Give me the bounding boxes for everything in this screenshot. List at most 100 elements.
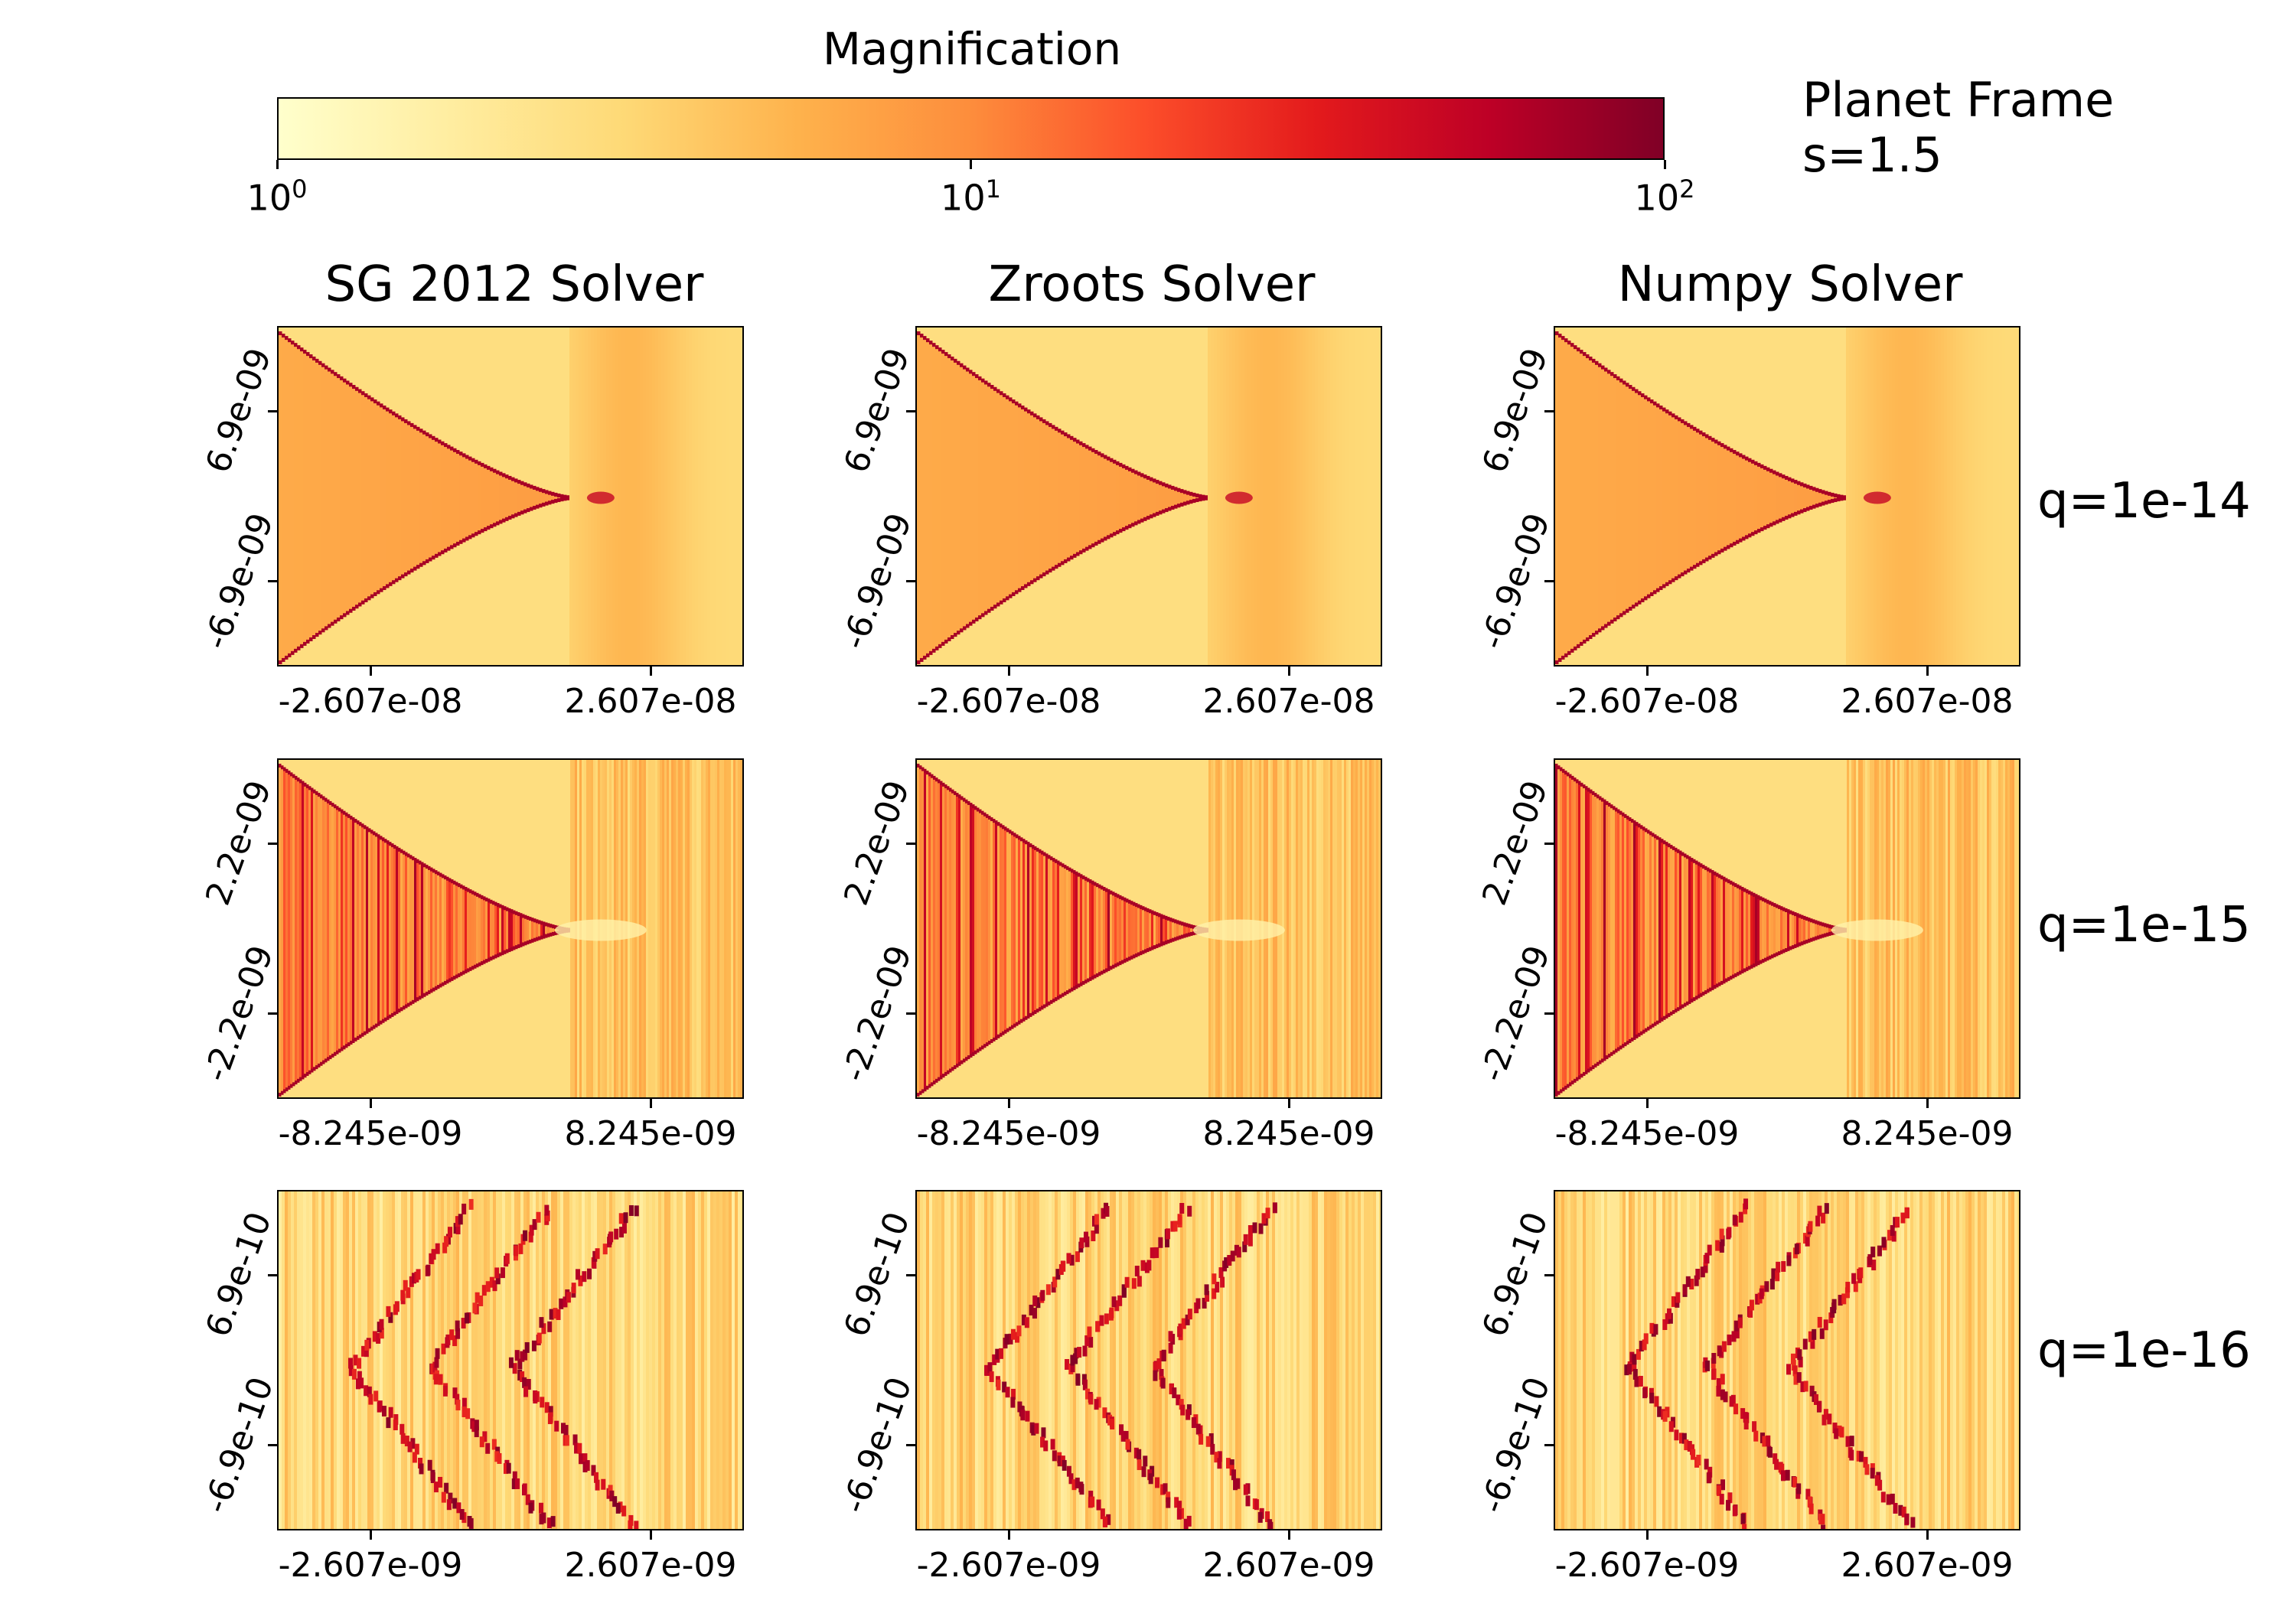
heat-column xyxy=(933,775,936,1085)
caustic-edge xyxy=(413,425,417,429)
heat-column xyxy=(1965,1191,1969,1529)
heat-column xyxy=(1171,485,1175,510)
caustic-edge xyxy=(1105,968,1108,973)
caustic-edge xyxy=(1058,562,1062,567)
caustic-edge xyxy=(1799,942,1802,947)
x-tick-mark xyxy=(1645,1530,1649,1540)
heat-column xyxy=(924,768,927,1092)
heat-column xyxy=(1284,1191,1288,1529)
caustic-edge xyxy=(1769,955,1772,960)
caustic-dot xyxy=(433,1374,439,1385)
heat-column xyxy=(1776,471,1779,524)
heat-column xyxy=(1569,774,1572,1087)
caustic-edge xyxy=(1773,521,1776,526)
caustic-edge xyxy=(1027,1014,1030,1019)
heat-column xyxy=(1803,915,1806,945)
caustic-edge xyxy=(944,639,948,644)
heat-column xyxy=(1058,429,1062,567)
caustic-edge xyxy=(996,389,1000,393)
caustic-dot xyxy=(1034,1423,1039,1434)
caustic-edge xyxy=(1727,446,1730,451)
caustic-edge xyxy=(341,1047,344,1051)
heat-column xyxy=(281,765,284,1095)
heat-column xyxy=(1635,389,1639,607)
heat-column xyxy=(1754,1191,1758,1529)
heat-column xyxy=(640,328,644,665)
heat-column xyxy=(1275,1191,1279,1529)
heat-column xyxy=(337,374,341,621)
heat-column xyxy=(1192,492,1196,504)
caustic-edge xyxy=(1006,395,1009,399)
caustic-dot xyxy=(1800,1381,1805,1393)
caustic-dot xyxy=(1210,1443,1215,1455)
caustic-edge xyxy=(1825,500,1828,505)
caustic-edge xyxy=(1693,426,1697,431)
caustic-edge xyxy=(513,910,516,914)
caustic-edge xyxy=(921,767,925,771)
caustic-dot xyxy=(1727,1492,1733,1504)
heat-column xyxy=(523,482,527,513)
heat-column xyxy=(533,1191,536,1529)
caustic-edge xyxy=(1066,990,1069,995)
heat-column xyxy=(1226,1191,1230,1529)
heat-column xyxy=(1269,328,1273,665)
caustic-edge xyxy=(560,497,564,502)
caustic-edge xyxy=(1598,628,1602,633)
caustic-edge xyxy=(1032,1011,1035,1015)
heat-column xyxy=(1624,813,1627,1047)
heat-column xyxy=(1916,328,1920,665)
caustic-edge xyxy=(539,487,543,492)
caustic-edge xyxy=(1785,908,1788,912)
heat-column xyxy=(1281,328,1285,665)
heat-column xyxy=(726,1191,729,1529)
caustic-edge xyxy=(1089,879,1092,884)
caustic-dot xyxy=(478,1295,484,1306)
caustic-dot xyxy=(1732,1214,1737,1226)
y-tick-mark xyxy=(268,1012,277,1015)
caustic-dot xyxy=(1805,1488,1811,1500)
caustic-dot xyxy=(412,1452,417,1463)
caustic-dot xyxy=(1682,1284,1688,1296)
caustic-edge xyxy=(1003,598,1006,603)
heat-column xyxy=(1232,1191,1236,1529)
caustic-edge xyxy=(926,1085,929,1090)
caustic-edge xyxy=(1792,911,1795,915)
caustic-edge xyxy=(1654,1022,1657,1026)
heat-column xyxy=(716,328,720,665)
caustic-edge xyxy=(1656,1020,1659,1025)
heat-column xyxy=(1052,425,1055,571)
caustic-edge xyxy=(1137,471,1141,476)
caustic-dot xyxy=(472,1302,478,1314)
caustic-edge xyxy=(1560,1089,1563,1094)
caustic-edge xyxy=(1705,434,1709,438)
caustic-edge xyxy=(1039,417,1043,422)
caustic-edge xyxy=(496,521,500,526)
caustic-edge xyxy=(391,1012,394,1017)
caustic-edge xyxy=(1739,538,1743,543)
caustic-edge xyxy=(1558,334,1562,338)
heat-column xyxy=(536,487,540,509)
caustic-edge xyxy=(517,944,520,948)
caustic-dot xyxy=(1100,1508,1105,1520)
caustic-dot xyxy=(1870,1247,1876,1258)
heat-column xyxy=(1073,870,1076,990)
heat-column xyxy=(465,455,469,541)
caustic-edge xyxy=(539,504,543,508)
caustic-dot xyxy=(523,1349,528,1361)
heatmap-image xyxy=(917,760,1381,1097)
heat-column xyxy=(1029,843,1032,1017)
caustic-dot xyxy=(1071,1479,1077,1491)
heat-column xyxy=(1094,882,1097,979)
caustic-edge xyxy=(1135,953,1138,957)
caustic-edge xyxy=(1678,417,1681,422)
heat-column xyxy=(413,425,417,571)
heat-column xyxy=(2017,1191,2019,1529)
caustic-edge xyxy=(389,582,393,586)
caustic-edge xyxy=(1114,892,1117,897)
heat-column xyxy=(1638,1191,1642,1529)
heat-column xyxy=(366,826,369,1034)
caustic-edge xyxy=(343,613,347,618)
heat-column xyxy=(453,880,456,980)
caustic-edge xyxy=(347,1042,351,1047)
caustic-dot xyxy=(1812,1328,1817,1340)
